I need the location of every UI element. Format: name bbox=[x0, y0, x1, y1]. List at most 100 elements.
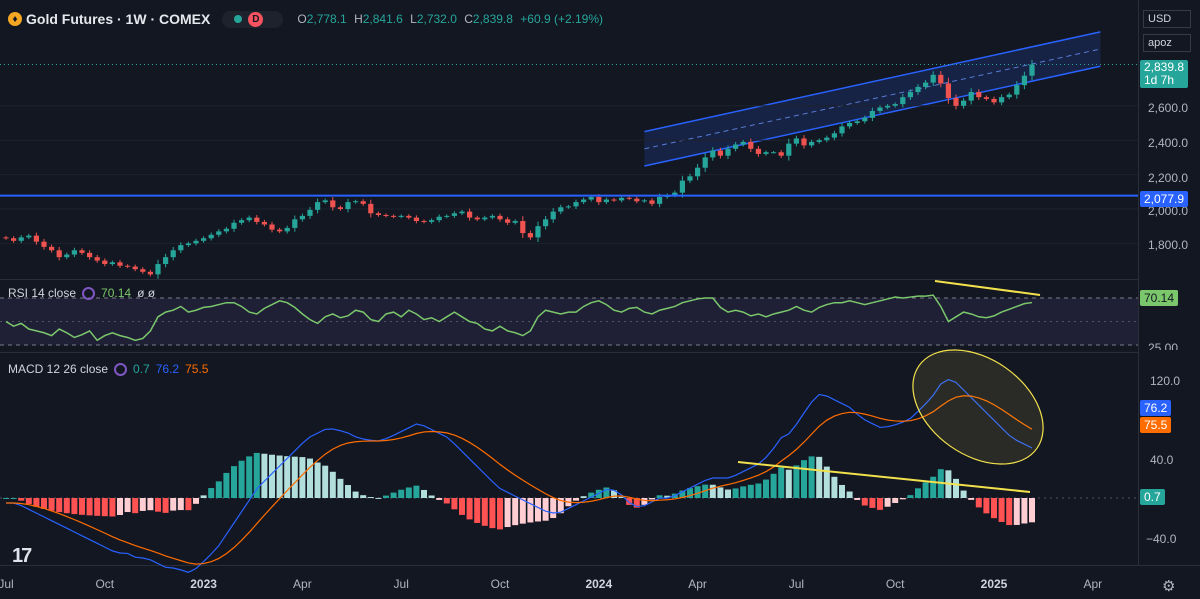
unit-selector[interactable]: apoz bbox=[1143, 34, 1191, 52]
macd-histogram-bar bbox=[930, 476, 937, 498]
indicator-settings-icon[interactable] bbox=[82, 286, 96, 300]
macd-histogram-bar bbox=[185, 498, 192, 511]
candle bbox=[892, 102, 898, 108]
macd-histogram-bar bbox=[793, 465, 800, 498]
candle bbox=[809, 139, 815, 148]
candle-body bbox=[49, 246, 55, 251]
tradingview-logo-icon[interactable]: 17 bbox=[12, 545, 32, 567]
indicator-settings-icon[interactable] bbox=[114, 362, 128, 376]
macd-divergence-trendline[interactable] bbox=[737, 461, 1031, 493]
candle-body bbox=[687, 176, 693, 181]
candle bbox=[687, 173, 693, 184]
time-axis-label: Apr bbox=[293, 577, 312, 591]
candle bbox=[968, 88, 974, 105]
candle-body bbox=[710, 150, 716, 158]
candle bbox=[938, 71, 944, 88]
macd-line-tag: 76.2 bbox=[1140, 400, 1172, 416]
channel-upper-line[interactable] bbox=[644, 31, 1101, 133]
candle-body bbox=[512, 221, 518, 223]
candle-body bbox=[619, 197, 625, 201]
price-axis-label: 1,800.0 bbox=[1148, 238, 1189, 252]
time-axis-label: Jul bbox=[788, 577, 805, 591]
candle bbox=[383, 213, 389, 218]
macd-crossover-ellipse[interactable] bbox=[891, 326, 1064, 487]
macd-histogram-bar bbox=[177, 498, 184, 511]
candle bbox=[391, 214, 397, 219]
gear-icon[interactable]: ⚙ bbox=[1162, 578, 1176, 595]
market-status[interactable]: D bbox=[222, 10, 284, 28]
candle-body bbox=[406, 215, 412, 218]
currency-selector[interactable]: USD bbox=[1143, 10, 1191, 28]
symbol-title[interactable]: Gold Futures · 1W · COMEX bbox=[26, 11, 211, 27]
trend-channel[interactable] bbox=[644, 31, 1101, 167]
macd-histogram-bar bbox=[322, 465, 329, 498]
candle bbox=[679, 175, 685, 198]
candle-body bbox=[383, 215, 389, 217]
macd-histogram-bar bbox=[808, 456, 815, 498]
candle bbox=[482, 215, 488, 222]
macd-histogram-bar bbox=[747, 484, 754, 498]
candle-body bbox=[413, 217, 419, 222]
candle bbox=[49, 244, 55, 253]
macd-histogram-bar bbox=[63, 498, 70, 514]
macd-histogram-bar bbox=[360, 495, 367, 498]
time-axis-label: Oct bbox=[885, 577, 905, 591]
candle-body bbox=[839, 126, 845, 134]
candle bbox=[565, 204, 571, 209]
macd-histogram-bar bbox=[337, 478, 344, 498]
macd-histogram-bar bbox=[626, 498, 633, 505]
macd-histogram-bar bbox=[725, 489, 731, 498]
candle bbox=[983, 95, 989, 101]
candle bbox=[147, 269, 153, 277]
macd-histogram-bar bbox=[481, 498, 488, 526]
candle-body bbox=[254, 217, 260, 222]
candle-body bbox=[284, 227, 290, 232]
macd-histogram-bar bbox=[162, 498, 169, 513]
price-axis-label: 2,400.0 bbox=[1148, 136, 1189, 150]
time-axis-label: Oct bbox=[490, 577, 510, 591]
candle-body bbox=[999, 97, 1005, 103]
candle bbox=[1006, 92, 1012, 100]
gold-logo-icon: ♦ bbox=[8, 12, 22, 26]
macd-histogram-bar bbox=[329, 471, 336, 498]
candle-body bbox=[816, 140, 822, 142]
candle-body bbox=[543, 219, 549, 227]
macd-histogram-bar bbox=[10, 498, 17, 499]
candle-body bbox=[702, 157, 708, 168]
annotations[interactable] bbox=[737, 280, 1065, 493]
rsi-legend[interactable]: RSI 14 close 70.14 ø ø bbox=[8, 286, 155, 300]
macd-histogram-bar bbox=[421, 489, 427, 498]
macd-histogram-bar bbox=[535, 498, 541, 522]
macd-histogram-bar bbox=[732, 488, 739, 498]
macd-histogram-bar bbox=[405, 487, 412, 498]
macd-legend[interactable]: MACD 12 26 close 0.7 76.2 75.5 bbox=[8, 362, 208, 376]
candle-body bbox=[725, 148, 731, 156]
candle bbox=[961, 97, 967, 109]
macd-histogram-bar bbox=[770, 473, 777, 498]
rsi-pane bbox=[0, 294, 1138, 346]
candle-body bbox=[3, 237, 9, 239]
candle bbox=[702, 153, 708, 173]
candle-body bbox=[216, 231, 222, 235]
candle bbox=[907, 89, 913, 100]
candle bbox=[269, 221, 275, 233]
macd-histogram-bar bbox=[557, 498, 564, 514]
rsi-divergence-trendline[interactable] bbox=[934, 280, 1041, 296]
candle bbox=[56, 246, 62, 261]
delayed-badge[interactable]: D bbox=[248, 11, 264, 27]
macd-signal-tag: 75.5 bbox=[1140, 417, 1172, 433]
candle bbox=[695, 163, 701, 181]
candle-body bbox=[824, 137, 830, 141]
candle bbox=[33, 232, 39, 245]
candle bbox=[261, 219, 267, 227]
candle-body bbox=[299, 215, 305, 220]
candle-body bbox=[573, 202, 579, 207]
candle bbox=[368, 199, 374, 218]
macd-histogram-bar bbox=[679, 490, 686, 498]
candle-body bbox=[269, 224, 275, 230]
candle-body bbox=[163, 257, 169, 265]
open-key: O bbox=[297, 12, 307, 26]
candle-body bbox=[748, 141, 754, 149]
candle-body bbox=[261, 221, 267, 225]
